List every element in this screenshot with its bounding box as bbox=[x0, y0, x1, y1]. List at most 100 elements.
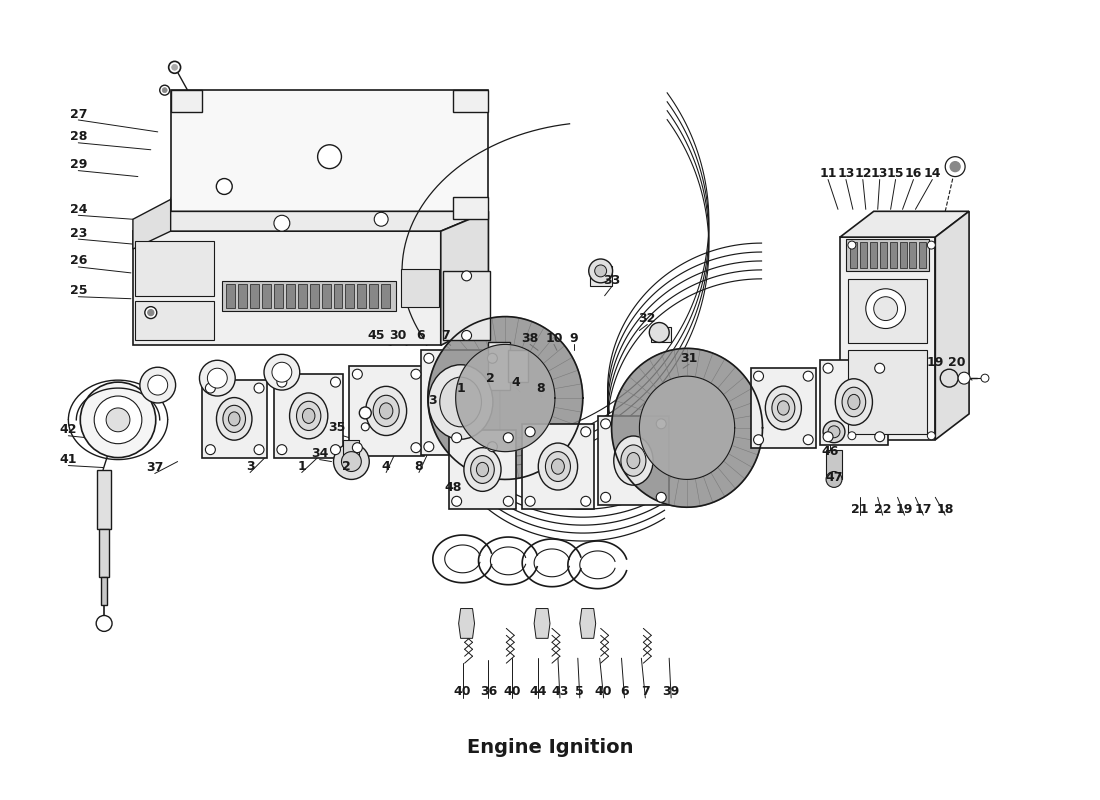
Ellipse shape bbox=[428, 365, 493, 439]
Text: 27: 27 bbox=[69, 107, 87, 121]
Circle shape bbox=[649, 322, 669, 342]
Circle shape bbox=[272, 362, 292, 382]
Text: 19: 19 bbox=[926, 356, 944, 369]
Bar bbox=[848, 279, 927, 343]
Circle shape bbox=[147, 310, 154, 315]
Polygon shape bbox=[170, 90, 202, 112]
Text: 24: 24 bbox=[69, 203, 87, 216]
Polygon shape bbox=[535, 609, 550, 638]
Circle shape bbox=[754, 371, 763, 381]
Bar bbox=[880, 242, 887, 268]
Circle shape bbox=[927, 432, 935, 440]
Text: 2: 2 bbox=[342, 460, 351, 473]
Bar bbox=[848, 350, 927, 434]
Text: 36: 36 bbox=[480, 686, 497, 698]
Circle shape bbox=[823, 432, 833, 442]
Text: 13: 13 bbox=[871, 167, 889, 180]
Circle shape bbox=[657, 492, 667, 502]
Bar bbox=[910, 242, 916, 268]
Bar bbox=[239, 284, 248, 308]
Circle shape bbox=[330, 377, 341, 387]
Ellipse shape bbox=[297, 402, 321, 430]
Text: 38: 38 bbox=[521, 332, 539, 345]
Circle shape bbox=[318, 145, 341, 169]
Circle shape bbox=[981, 374, 989, 382]
Polygon shape bbox=[133, 231, 441, 346]
Ellipse shape bbox=[289, 393, 328, 439]
Polygon shape bbox=[597, 416, 669, 506]
Text: 8: 8 bbox=[415, 460, 424, 473]
Circle shape bbox=[950, 162, 960, 171]
Polygon shape bbox=[133, 199, 170, 249]
Text: 37: 37 bbox=[146, 461, 164, 474]
Circle shape bbox=[848, 432, 856, 440]
Text: 48: 48 bbox=[444, 481, 461, 494]
Text: 6: 6 bbox=[417, 329, 426, 342]
Text: 3: 3 bbox=[245, 460, 254, 473]
Circle shape bbox=[424, 442, 433, 452]
Circle shape bbox=[162, 88, 167, 93]
Circle shape bbox=[217, 178, 232, 194]
Text: 39: 39 bbox=[662, 686, 680, 698]
Circle shape bbox=[823, 421, 845, 442]
Text: 29: 29 bbox=[69, 158, 87, 171]
Circle shape bbox=[940, 370, 958, 387]
Ellipse shape bbox=[302, 408, 315, 423]
Text: 40: 40 bbox=[595, 686, 613, 698]
Circle shape bbox=[411, 442, 421, 453]
Text: 33: 33 bbox=[603, 274, 620, 287]
Circle shape bbox=[873, 297, 898, 321]
Polygon shape bbox=[580, 609, 596, 638]
Circle shape bbox=[826, 471, 842, 487]
Ellipse shape bbox=[217, 398, 252, 440]
Circle shape bbox=[823, 363, 833, 373]
Circle shape bbox=[206, 445, 216, 454]
Text: 32: 32 bbox=[639, 312, 656, 325]
Polygon shape bbox=[99, 529, 109, 577]
Text: 7: 7 bbox=[441, 329, 450, 342]
Text: 3: 3 bbox=[429, 394, 437, 406]
Text: 9: 9 bbox=[570, 332, 579, 345]
Circle shape bbox=[581, 496, 591, 506]
Text: 4: 4 bbox=[382, 460, 390, 473]
Circle shape bbox=[254, 445, 264, 454]
Text: 45: 45 bbox=[367, 329, 385, 342]
Ellipse shape bbox=[229, 412, 240, 426]
Bar bbox=[402, 269, 439, 306]
Circle shape bbox=[504, 433, 514, 442]
Circle shape bbox=[945, 157, 965, 177]
Bar bbox=[227, 284, 235, 308]
Polygon shape bbox=[639, 376, 735, 479]
Bar bbox=[860, 242, 867, 268]
Circle shape bbox=[487, 442, 497, 452]
Bar bbox=[850, 242, 857, 268]
Ellipse shape bbox=[843, 387, 866, 417]
Polygon shape bbox=[343, 440, 360, 459]
Text: 22: 22 bbox=[873, 502, 891, 516]
Circle shape bbox=[274, 215, 289, 231]
Circle shape bbox=[168, 62, 180, 74]
Circle shape bbox=[424, 354, 433, 363]
Text: 13: 13 bbox=[837, 167, 855, 180]
Polygon shape bbox=[428, 317, 583, 479]
Ellipse shape bbox=[223, 406, 245, 433]
Bar bbox=[890, 242, 896, 268]
Text: 10: 10 bbox=[546, 332, 563, 345]
Text: 16: 16 bbox=[905, 167, 922, 180]
Bar bbox=[370, 284, 378, 308]
Polygon shape bbox=[522, 424, 594, 510]
Ellipse shape bbox=[835, 378, 872, 425]
Circle shape bbox=[874, 432, 884, 442]
Circle shape bbox=[657, 419, 667, 429]
Bar bbox=[382, 284, 390, 308]
Ellipse shape bbox=[772, 394, 795, 422]
Circle shape bbox=[803, 371, 813, 381]
Ellipse shape bbox=[538, 443, 578, 490]
Text: 25: 25 bbox=[69, 284, 87, 298]
Polygon shape bbox=[453, 90, 488, 112]
Text: 43: 43 bbox=[551, 686, 569, 698]
Polygon shape bbox=[826, 450, 842, 479]
Bar bbox=[358, 284, 366, 308]
Polygon shape bbox=[133, 211, 488, 231]
Text: 42: 42 bbox=[59, 423, 77, 436]
